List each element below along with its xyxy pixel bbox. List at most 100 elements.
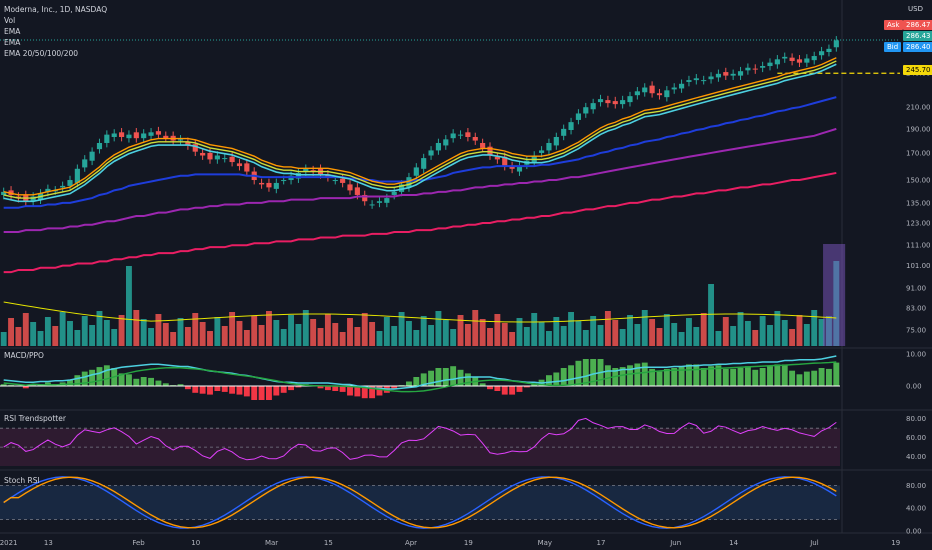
stoch-d-line: [3, 476, 837, 529]
macd-histogram-bar: [192, 386, 199, 393]
candle: [96, 142, 103, 150]
candle: [214, 155, 220, 160]
volume-bar: [523, 327, 530, 346]
macd-histogram-bar: [266, 386, 272, 400]
macd-histogram-bar: [214, 386, 221, 391]
macd-histogram-bar: [162, 383, 169, 387]
candle: [369, 204, 375, 206]
price-tick-label: 101.00: [906, 262, 931, 270]
volume-bar: [619, 329, 626, 346]
volume-bar: [516, 318, 523, 346]
vol-legend[interactable]: Vol: [4, 16, 16, 25]
macd-histogram-bar: [553, 372, 560, 387]
candle: [421, 158, 427, 169]
candle: [715, 73, 721, 78]
macd-histogram-bar: [737, 368, 744, 387]
candle: [155, 131, 161, 135]
pane-tick-label: 80.00: [906, 415, 926, 423]
macd-histogram-bar: [811, 370, 818, 387]
volume-bar: [818, 319, 825, 346]
volume-bar: [229, 312, 236, 346]
volume-bar: [634, 324, 641, 346]
volume-bar: [243, 330, 250, 346]
price-tick-label: 91.00: [906, 285, 926, 293]
macd-histogram-bar: [494, 386, 501, 391]
macd-histogram-bar: [354, 386, 361, 397]
volume-bar: [376, 331, 383, 346]
pane-label: RSI Trendspotter: [4, 414, 67, 423]
macd-histogram-bar: [428, 370, 434, 387]
volume-bar: [44, 317, 51, 346]
ask-tag: Ask: [884, 20, 903, 30]
candle: [177, 139, 184, 141]
volume-bar: [737, 312, 744, 346]
candle: [620, 100, 626, 105]
candle: [465, 132, 471, 137]
macd-histogram-bar: [501, 386, 508, 395]
volume-bar: [472, 310, 479, 346]
volume-bar: [22, 313, 29, 346]
ema-legend-1[interactable]: EMA: [4, 27, 21, 36]
volume-bar: [811, 310, 818, 346]
price-tick-label: 190.00: [906, 125, 931, 133]
volume-bar: [568, 312, 574, 346]
candle: [89, 151, 95, 161]
volume-bar: [162, 323, 169, 346]
macd-histogram-bar: [236, 386, 243, 395]
volume-bar: [354, 327, 361, 346]
macd-histogram-bar: [634, 363, 641, 387]
volume-bar: [708, 284, 714, 346]
volume-bar: [722, 317, 729, 346]
volume-bar: [236, 321, 243, 346]
macd-histogram-bar: [118, 373, 125, 387]
volume-bar: [214, 317, 221, 346]
macd-histogram-bar: [406, 381, 412, 387]
candle: [737, 71, 744, 76]
candle: [723, 72, 729, 76]
volume-bar: [582, 330, 589, 346]
volume-bar: [302, 310, 309, 346]
pane-label: Stoch RSI: [4, 476, 40, 485]
ema-legend-3[interactable]: EMA 20/50/100/200: [4, 49, 79, 58]
macd-histogram-bar: [148, 377, 154, 387]
ema-legend-2[interactable]: EMA: [4, 38, 21, 47]
time-tick-label: 13: [44, 539, 53, 547]
candle: [273, 182, 279, 189]
macd-histogram-bar: [479, 383, 486, 387]
volume-bar: [774, 311, 781, 346]
macd-histogram-bar: [671, 368, 678, 387]
candle: [111, 133, 117, 137]
macd-histogram-bar: [744, 366, 751, 387]
macd-histogram-bar: [546, 375, 552, 387]
volume-bar: [111, 329, 118, 346]
volume-bars: [0, 244, 846, 346]
candle: [259, 182, 265, 185]
ema-fast3-line: [3, 63, 837, 203]
candle: [163, 135, 169, 139]
volume-bar: [450, 329, 457, 346]
macd-histogram-bar: [531, 383, 538, 387]
candle: [222, 158, 228, 160]
candle: [126, 134, 132, 139]
candle: [457, 134, 464, 136]
candle: [266, 182, 272, 188]
volume-bar: [339, 332, 346, 346]
candle: [281, 180, 287, 182]
macd-histogram-bar: [833, 362, 840, 387]
bid-value: 286.40: [903, 42, 932, 52]
time-tick-label: 14: [729, 539, 738, 547]
volume-bar: [479, 319, 486, 346]
macd-histogram-bar: [686, 364, 692, 387]
volume-bar: [442, 320, 449, 346]
time-tick-label: 19: [891, 539, 900, 547]
volume-bar: [730, 326, 737, 346]
candle: [428, 150, 434, 156]
macd-histogram-bar: [347, 386, 353, 396]
currency-label: USD: [908, 5, 923, 13]
macd-histogram-bar: [641, 362, 648, 387]
candle: [597, 99, 604, 103]
time-tick-label: Mar: [265, 539, 278, 547]
stoch-pane: [0, 476, 840, 529]
macd-histogram-bar: [317, 386, 324, 389]
